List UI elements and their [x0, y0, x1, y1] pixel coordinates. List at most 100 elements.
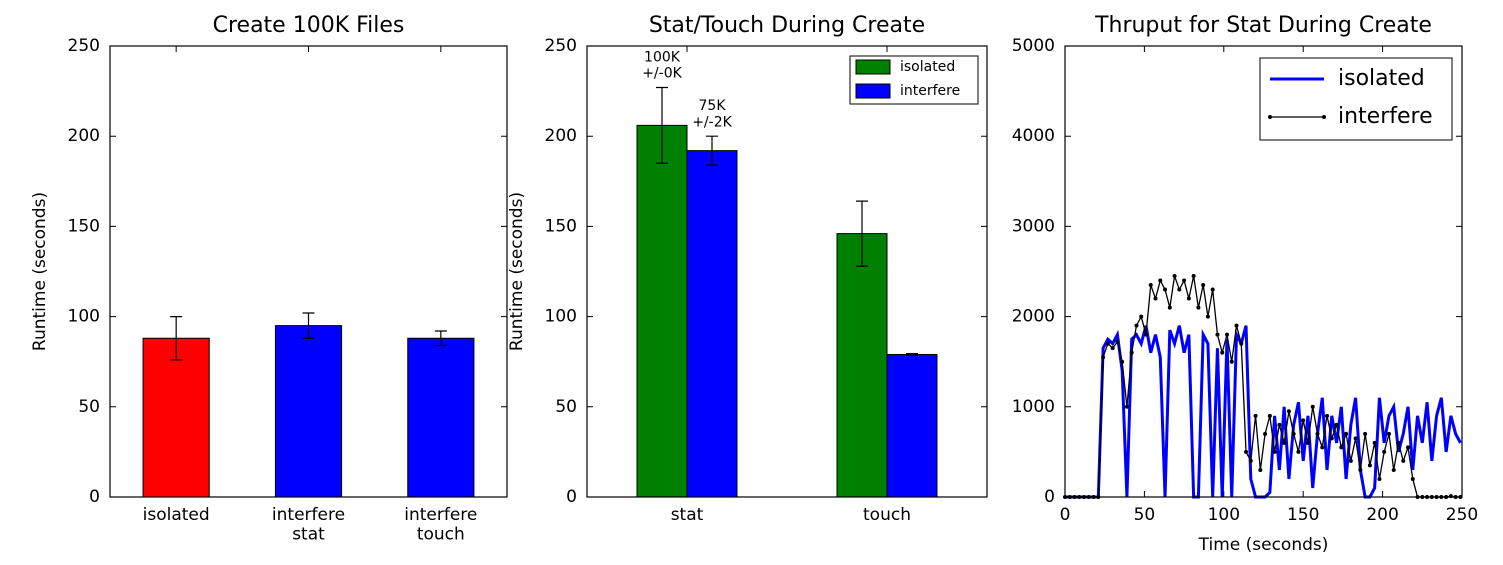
y-axis-label: Runtime (seconds): [507, 192, 527, 351]
marker: [1234, 323, 1239, 328]
axes-frame: [109, 45, 508, 498]
y-tick-label: 250: [68, 36, 100, 56]
marker: [1410, 476, 1415, 481]
marker: [1291, 431, 1296, 436]
marker: [1167, 305, 1172, 310]
y-axis-label: Runtime (seconds): [30, 192, 50, 351]
marker: [1396, 440, 1401, 445]
marker: [1158, 278, 1163, 283]
marker: [1153, 296, 1158, 301]
error-bar: [434, 330, 447, 347]
error-bar: [170, 316, 183, 361]
error-bar: [856, 200, 868, 267]
legend-label: interfere: [1338, 104, 1433, 129]
marker: [1391, 467, 1396, 472]
marker: [1129, 350, 1134, 355]
legend: isolated interfere: [849, 55, 979, 105]
y-tick-label: 4000: [1012, 126, 1055, 146]
axes-frame: [586, 45, 988, 498]
y-tick-label: 100: [68, 307, 100, 327]
x-tick-label: isolated: [143, 505, 210, 525]
panel: Thruput for Stat During Create Time (seco…: [1012, 13, 1478, 555]
marker: [1305, 440, 1310, 445]
x-tick-label: touch: [863, 505, 911, 525]
x-axis-label: Time (seconds): [1198, 535, 1329, 555]
marker: [1267, 413, 1272, 418]
marker: [1329, 436, 1334, 441]
marker: [1172, 274, 1177, 279]
marker: [1372, 440, 1377, 445]
marker: [1253, 413, 1258, 418]
x-tick-label: 50: [1134, 505, 1156, 525]
marker: [1263, 431, 1268, 436]
chart-title: Stat/Touch During Create: [649, 13, 925, 38]
x-tick-label: 250: [1446, 505, 1478, 525]
y-tick-label: 1000: [1012, 397, 1055, 417]
marker: [1296, 449, 1301, 454]
legend-box: [1259, 57, 1453, 141]
chart-title: Thruput for Stat During Create: [1094, 13, 1432, 38]
marker: [1401, 458, 1406, 463]
marker: [1286, 409, 1291, 414]
bar: [836, 233, 888, 498]
legend-label: isolated: [1338, 66, 1425, 91]
marker: [1334, 422, 1339, 427]
y-tick-label: 200: [545, 126, 577, 146]
marker: [1301, 418, 1306, 423]
marker: [1377, 476, 1382, 481]
legend-label: isolated: [900, 59, 955, 75]
marker: [1101, 355, 1106, 360]
marker: [1186, 296, 1191, 301]
marker: [1210, 287, 1215, 292]
x-tick-label: 150: [1287, 505, 1319, 525]
marker: [1339, 445, 1344, 450]
bar: [142, 337, 210, 498]
marker: [1148, 283, 1153, 288]
marker: [1282, 440, 1287, 445]
y-tick-label: 100: [545, 307, 577, 327]
marker: [1277, 422, 1282, 427]
legend-swatch: [855, 59, 891, 75]
y-tick-label: 200: [68, 126, 100, 146]
legend-label: interfere: [900, 83, 960, 99]
marker: [1191, 274, 1196, 279]
marker: [1353, 436, 1358, 441]
marker: [1120, 359, 1125, 364]
marker: [1201, 283, 1206, 288]
chart-title: Create 100K Files: [213, 13, 405, 38]
marker: [1272, 449, 1277, 454]
marker: [1115, 339, 1120, 344]
bar: [274, 325, 343, 498]
marker: [1406, 445, 1411, 450]
y-tick-label: 150: [68, 216, 100, 236]
y-tick-label: 0: [566, 487, 577, 507]
marker: [1205, 314, 1210, 319]
marker: [1325, 413, 1330, 418]
y-tick-label: 50: [555, 397, 577, 417]
marker: [1244, 449, 1249, 454]
y-tick-label: 2000: [1012, 307, 1055, 327]
marker: [1143, 332, 1148, 337]
bar: [636, 124, 688, 498]
marker: [1177, 287, 1182, 292]
marker: [1310, 404, 1315, 409]
error-bar: [706, 135, 718, 166]
marker: [1134, 323, 1139, 328]
marker: [1220, 350, 1225, 355]
marker: [1239, 341, 1244, 346]
panel: Create 100K Files Runtime (seconds) 0 50 100…: [30, 13, 508, 545]
marker: [1224, 332, 1229, 337]
x-tick-label: interfere stat: [272, 505, 345, 545]
marker: [1363, 431, 1368, 436]
marker: [1320, 445, 1325, 450]
marker: [1124, 404, 1129, 409]
marker: [1367, 463, 1372, 468]
y-tick-label: 0: [1044, 487, 1055, 507]
x-tick-label: 0: [1060, 505, 1071, 525]
y-tick-label: 0: [89, 487, 100, 507]
error-bar: [302, 312, 315, 339]
legend-marker: [1322, 115, 1326, 119]
marker: [1358, 467, 1363, 472]
x-tick-label: 100: [1208, 505, 1240, 525]
